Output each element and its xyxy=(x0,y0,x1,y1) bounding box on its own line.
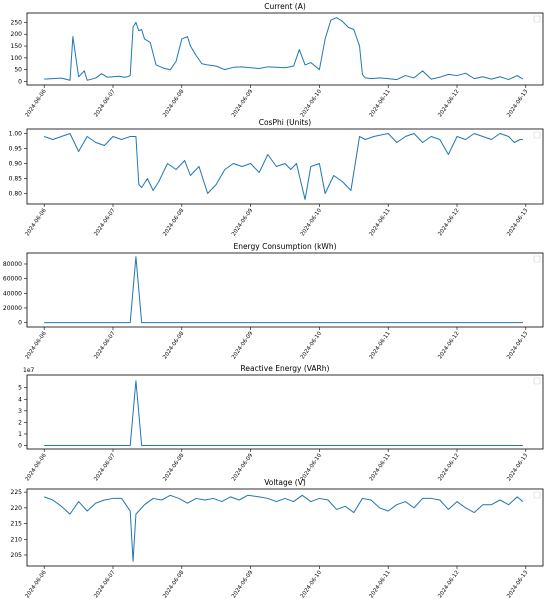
y-tick-label: 0.80 xyxy=(9,191,23,198)
chart-5: Voltage (V) 205 210 215 220 225 2024-06-06 2024… xyxy=(11,478,544,599)
x-tick-label: 2024-06-11 xyxy=(369,89,392,119)
plot-frame xyxy=(26,252,544,328)
y-tick-label: 2 xyxy=(18,419,22,426)
x-tick-label: 2024-06-13 xyxy=(506,569,530,599)
x-tick-label: 2024-06-08 xyxy=(162,330,186,360)
series-line xyxy=(44,17,524,81)
x-tick-label: 2024-06-11 xyxy=(369,453,392,483)
x-tick-label: 2024-06-10 xyxy=(300,569,324,599)
chart-title: CosPhi (Units) xyxy=(259,118,312,127)
series-line xyxy=(44,256,523,324)
x-tick-label: 2024-06-07 xyxy=(93,207,117,237)
chart-title: Reactive Energy (VARh) xyxy=(241,364,330,373)
x-tick-label: 2024-06-11 xyxy=(369,208,392,238)
x-tick-label: 2024-06-09 xyxy=(231,330,255,360)
x-tick-label: 2024-06-06 xyxy=(25,330,49,360)
plot-frame xyxy=(26,12,544,86)
y-tick-label: 225 xyxy=(11,489,23,496)
legend-box xyxy=(533,377,541,385)
legend-box xyxy=(533,491,541,499)
x-tick-label: 2024-06-12 xyxy=(437,570,460,599)
x-tick-label: 2024-06-07 xyxy=(93,452,117,482)
x-tick-label: 2024-06-09 xyxy=(231,207,255,237)
chart-title: Current (A) xyxy=(264,2,306,11)
x-tick-label: 2024-06-08 xyxy=(162,207,186,237)
y-tick-label: 100 xyxy=(11,55,23,62)
x-tick-label: 2024-06-08 xyxy=(162,88,186,118)
chart-2: CosPhi (Units) 0.80 0.85 0.90 0.95 1.00 2024-0… xyxy=(9,118,544,238)
series-line xyxy=(44,494,524,562)
chart-3: Energy Consumption (kWh) 0 20000 40000 60000… xyxy=(3,242,544,361)
x-tick-label: 2024-06-10 xyxy=(300,207,324,237)
plot-frame xyxy=(26,488,544,567)
y-tick-label: 0 xyxy=(18,78,22,85)
series-line xyxy=(44,133,523,200)
y-tick-label: 60000 xyxy=(3,276,22,283)
y-tick-label: 215 xyxy=(11,521,23,528)
legend-box xyxy=(533,15,541,23)
y-tick-label: 0 xyxy=(18,443,22,450)
x-tick-label: 2024-06-12 xyxy=(437,331,460,361)
legend-box xyxy=(533,255,541,263)
y-tick-label: 150 xyxy=(11,43,23,50)
x-tick-label: 2024-06-11 xyxy=(369,570,392,599)
x-tick-label: 2024-06-12 xyxy=(437,453,460,483)
y-tick-label: 205 xyxy=(11,552,23,559)
y-tick-label: 5 xyxy=(18,385,22,392)
y-tick-label: 0.95 xyxy=(9,146,23,153)
x-tick-label: 2024-06-07 xyxy=(93,88,117,118)
x-tick-label: 2024-06-06 xyxy=(25,88,49,118)
x-tick-label: 2024-06-07 xyxy=(93,569,117,599)
x-tick-label: 2024-06-12 xyxy=(437,208,460,238)
y-tick-label: 1.00 xyxy=(9,131,23,138)
chart-4: Reactive Energy (VARh) 0 1 2 3 4 5 1e7 2024-06-0… xyxy=(18,364,544,483)
x-tick-label: 2024-06-06 xyxy=(25,452,49,482)
chart-title: Voltage (V) xyxy=(264,478,306,487)
y-tick-label: 20000 xyxy=(3,305,22,312)
y-tick-label: 0 xyxy=(18,320,22,327)
chart-1: Current (A) 0 50 100 150 200 250 2024-06-06 2024… xyxy=(11,2,544,119)
y-tick-label: 0.90 xyxy=(9,161,23,168)
y-tick-label: 200 xyxy=(11,31,23,38)
y-tick-label: 3 xyxy=(18,408,22,415)
y-tick-label: 210 xyxy=(11,536,23,543)
y-tick-label: 4 xyxy=(18,396,22,403)
plot-frame xyxy=(26,374,544,450)
x-tick-label: 2024-06-13 xyxy=(506,88,530,118)
x-tick-label: 2024-06-10 xyxy=(300,88,324,118)
chart-title: Energy Consumption (kWh) xyxy=(233,242,336,251)
y-tick-label: 0.85 xyxy=(9,176,23,183)
plot-frame xyxy=(26,128,544,205)
x-tick-label: 2024-06-07 xyxy=(93,330,117,360)
x-tick-label: 2024-06-09 xyxy=(231,569,255,599)
x-tick-label: 2024-06-06 xyxy=(25,569,49,599)
y-tick-label: 220 xyxy=(11,505,23,512)
y-tick-label: 50 xyxy=(14,67,22,74)
x-tick-label: 2024-06-06 xyxy=(25,207,49,237)
y-tick-label: 1 xyxy=(18,431,22,438)
x-tick-label: 2024-06-13 xyxy=(506,330,530,360)
x-tick-label: 2024-06-09 xyxy=(231,452,255,482)
x-tick-label: 2024-06-10 xyxy=(300,330,324,360)
x-tick-label: 2024-06-08 xyxy=(162,569,186,599)
series-line xyxy=(44,380,523,447)
x-tick-label: 2024-06-13 xyxy=(506,452,530,482)
x-tick-label: 2024-06-13 xyxy=(506,207,530,237)
y-tick-label: 40000 xyxy=(3,290,22,297)
y-tick-label: 80000 xyxy=(3,261,22,268)
x-tick-label: 2024-06-08 xyxy=(162,452,186,482)
legend-box xyxy=(533,131,541,139)
x-tick-label: 2024-06-09 xyxy=(231,88,255,118)
x-tick-label: 2024-06-11 xyxy=(369,331,392,361)
y-offset-label: 1e7 xyxy=(23,367,35,374)
y-tick-label: 250 xyxy=(11,19,23,26)
x-tick-label: 2024-06-12 xyxy=(437,89,460,119)
